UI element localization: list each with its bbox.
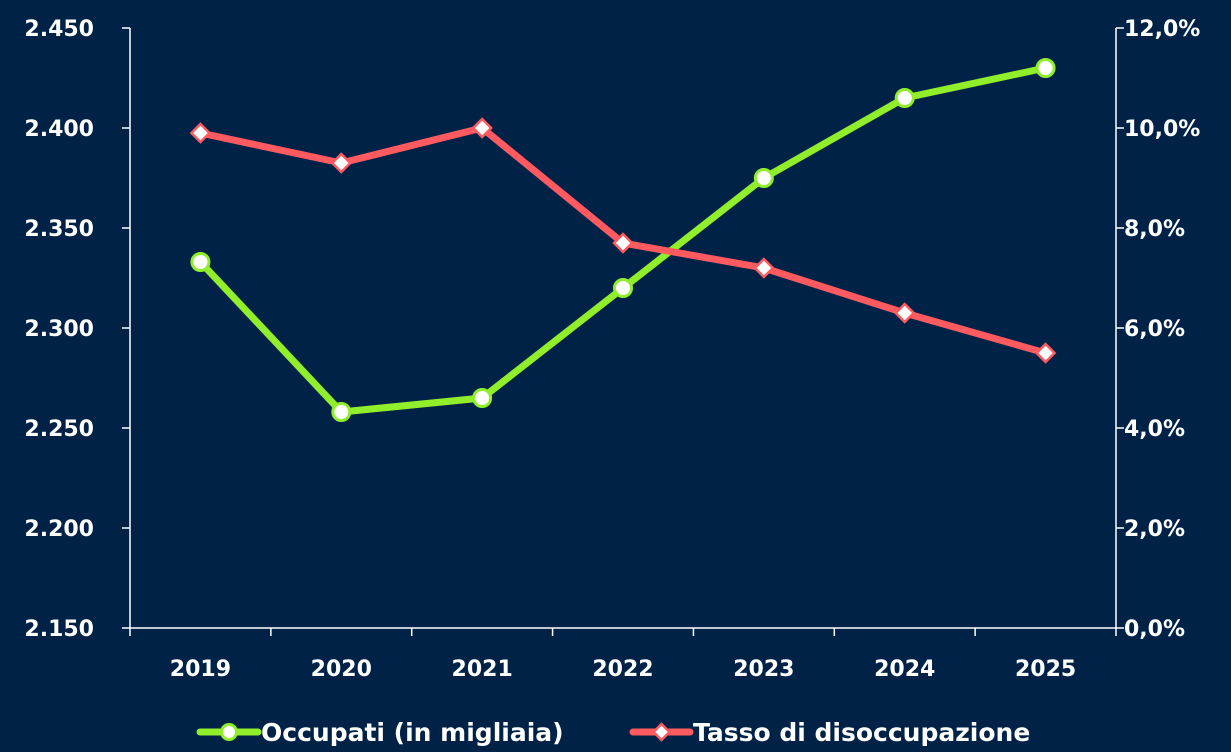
- data-point-disoccupazione-2022: [612, 232, 634, 254]
- data-point-disoccupazione-2021: [471, 117, 493, 139]
- legend-marker-occupati: [220, 723, 238, 741]
- data-point-occupati-2023: [753, 168, 774, 188]
- data-point-occupati-2022: [613, 278, 633, 298]
- x-tick-label: 2021: [452, 657, 513, 682]
- left-tick-label: 2.150: [24, 617, 94, 642]
- legend-marker-disoccupazione: [651, 722, 672, 742]
- left-tick-label: 2.400: [24, 117, 94, 142]
- legend: Occupati (in migliaia) Tasso di disoccupa…: [196, 718, 1030, 747]
- x-tick-label: 2020: [311, 657, 372, 682]
- data-point-occupati-2024: [894, 88, 915, 108]
- data-point-occupati-2021: [472, 388, 493, 408]
- data-point-occupati-2025: [1035, 58, 1056, 78]
- data-point-disoccupazione-2024: [893, 302, 916, 324]
- data-point-disoccupazione-2025: [1034, 342, 1057, 364]
- x-tick-label: 2023: [733, 657, 794, 682]
- left-tick-label: 2.250: [24, 417, 94, 442]
- data-point-disoccupazione-2020: [330, 152, 353, 174]
- right-tick-label: 12,0%: [1124, 17, 1200, 42]
- right-tick-label: 10,0%: [1124, 117, 1200, 142]
- left-tick-label: 2.450: [24, 17, 94, 42]
- x-tick-label: 2025: [1015, 657, 1076, 682]
- x-tick-label: 2022: [592, 657, 653, 682]
- x-tick-label: 2019: [170, 657, 231, 682]
- axes: 2.150 2.200 2.250 2.300 2.350 2.400 2.450 0,0% 2…: [24, 17, 1200, 682]
- right-tick-label: 8,0%: [1124, 217, 1185, 242]
- legend-label-disoccupazione: Tasso di disoccupazione: [693, 718, 1030, 747]
- x-tick-label: 2024: [874, 657, 935, 682]
- data-point-disoccupazione-2023: [753, 257, 775, 279]
- legend-label-occupati: Occupati (in migliaia): [261, 718, 564, 747]
- right-tick-label: 2,0%: [1124, 517, 1185, 542]
- left-tick-label: 2.200: [24, 517, 94, 542]
- right-tick-label: 0,0%: [1124, 617, 1185, 642]
- left-tick-label: 2.300: [24, 317, 94, 342]
- data-point-disoccupazione-2019: [189, 122, 212, 144]
- right-tick-label: 6,0%: [1124, 317, 1185, 342]
- left-tick-label: 2.350: [24, 217, 94, 242]
- data-point-occupati-2020: [331, 402, 352, 422]
- data-point-occupati-2019: [190, 252, 211, 272]
- right-tick-label: 4,0%: [1124, 417, 1185, 442]
- series-layer: [189, 58, 1057, 422]
